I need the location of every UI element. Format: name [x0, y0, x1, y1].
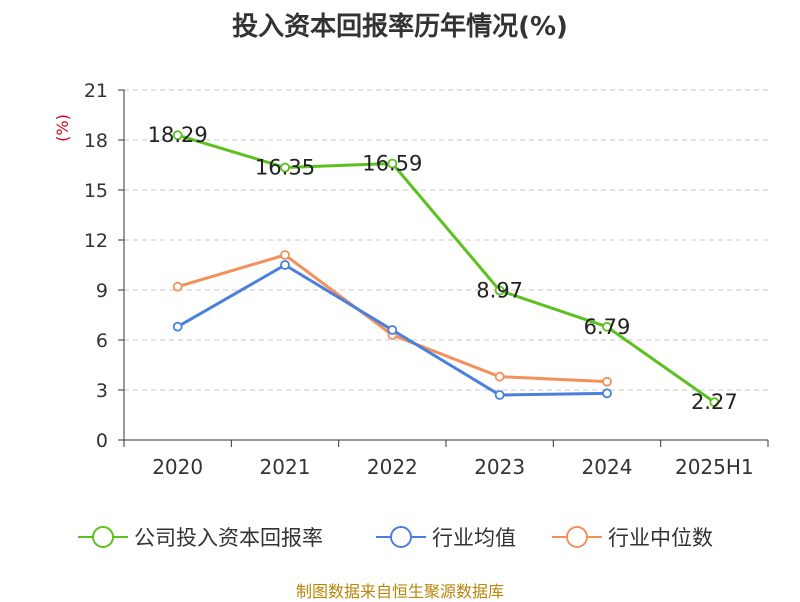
data-point [494, 285, 505, 296]
y-tick-label: 12 [84, 230, 108, 252]
legend-marker [566, 526, 588, 548]
y-tick-label: 9 [96, 280, 108, 302]
legend-label: 行业均值 [432, 526, 516, 550]
y-tick-label: 21 [84, 80, 108, 102]
series-line [177, 133, 716, 404]
x-tick-label: 2024 [582, 455, 633, 479]
source-note: 制图数据来自恒生聚源数据库 [295, 582, 504, 601]
data-label: 2.27 [691, 390, 738, 414]
data-label: 8.97 [476, 279, 523, 303]
data-point [172, 321, 183, 332]
x-tick-label: 2023 [474, 455, 525, 479]
data-point [602, 376, 612, 387]
data-point [280, 250, 290, 260]
data-point [494, 390, 505, 400]
data-label: 16.35 [255, 156, 315, 180]
y-tick-label: 18 [84, 130, 108, 152]
data-label: 6.79 [584, 315, 631, 339]
x-tick-label: 2020 [152, 455, 203, 479]
data-point [387, 325, 398, 335]
legend-marker [92, 526, 114, 548]
data-point [172, 130, 183, 141]
y-tick-label: 0 [96, 430, 108, 452]
data-point [280, 162, 290, 173]
data-point [172, 281, 183, 292]
legend-label: 行业中位数 [608, 526, 713, 550]
data-label: 16.59 [362, 152, 422, 176]
y-tick-label: 6 [96, 330, 108, 352]
x-tick-label: 2022 [367, 455, 418, 479]
y-tick-label: 3 [96, 380, 108, 402]
data-point [602, 388, 612, 399]
data-point [602, 321, 612, 332]
y-axis-label: (%) [53, 114, 72, 142]
x-tick-label: 2021 [260, 455, 311, 479]
x-tick-label: 2025H1 [675, 455, 754, 479]
legend-label: 公司投入资本回报率 [134, 526, 323, 550]
data-point [709, 397, 720, 408]
data-point [494, 371, 505, 382]
data-point [387, 158, 398, 169]
data-label: 18.29 [148, 123, 208, 147]
data-point [280, 260, 290, 270]
y-tick-label: 15 [84, 180, 108, 202]
legend-marker [390, 526, 412, 548]
chart-title: 投入资本回报率历年情况(%) [232, 12, 568, 42]
series-line [177, 253, 608, 384]
